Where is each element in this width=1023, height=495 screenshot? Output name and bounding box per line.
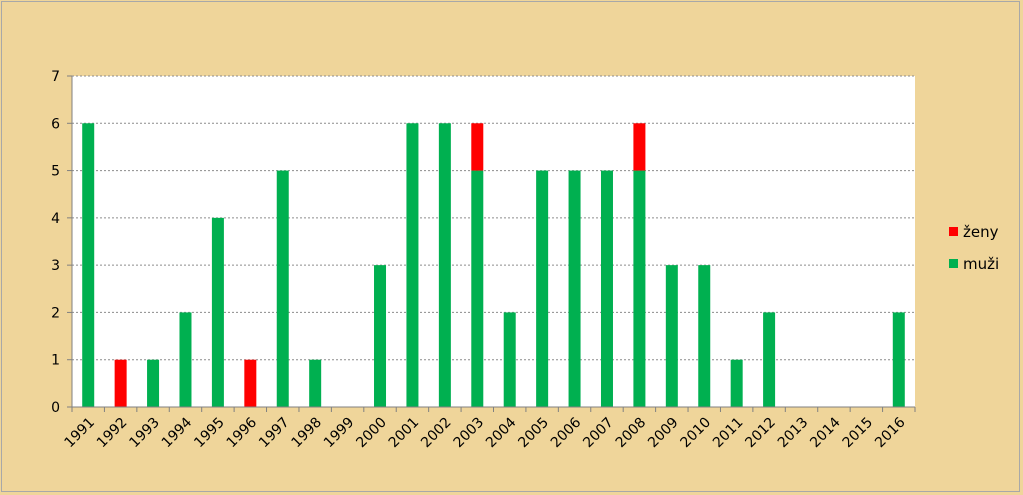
bars — [82, 123, 905, 408]
bar-2008-muzi — [633, 170, 646, 407]
y-tick-label: 6 — [51, 116, 60, 132]
x-tick-label: 2000 — [353, 415, 390, 452]
x-tick-label: 1997 — [256, 415, 293, 452]
x-tick-label: 1994 — [159, 414, 196, 451]
y-tick-label: 3 — [51, 258, 60, 274]
x-tick-label: 2016 — [872, 414, 909, 451]
x-tick-label: 2006 — [548, 414, 585, 451]
bar-1996-zeny — [244, 359, 257, 407]
bar-2004-muzi — [503, 312, 516, 407]
bar-2001-muzi — [406, 123, 419, 408]
x-tick-label: 2010 — [678, 415, 715, 452]
bar-1998-muzi — [309, 359, 322, 407]
x-tick-label: 1991 — [62, 415, 99, 452]
x-tick-label: 2012 — [742, 415, 779, 452]
bar-1991-muzi — [82, 123, 95, 408]
x-tick-label: 1995 — [191, 415, 228, 452]
x-tick-label: 2008 — [613, 415, 650, 452]
bar-1994-muzi — [179, 312, 192, 407]
bar-2003-zeny — [471, 123, 484, 171]
y-tick-label: 5 — [51, 164, 60, 180]
x-tick-label: 2003 — [451, 415, 488, 452]
x-tick-label: 2013 — [775, 415, 812, 452]
bar-2006-muzi — [568, 170, 581, 407]
bar-2008-zeny — [633, 123, 646, 171]
x-tick-label: 1993 — [126, 415, 163, 452]
bar-2016-muzi — [892, 312, 905, 407]
plot-area — [72, 76, 915, 407]
bar-2007-muzi — [600, 170, 613, 407]
legend-swatch-zeny — [949, 227, 958, 236]
x-tick-label: 2015 — [840, 415, 877, 452]
bar-2012-muzi — [763, 312, 776, 407]
x-tick-label: 2011 — [710, 415, 747, 452]
x-tick-label: 2004 — [483, 414, 520, 451]
bar-2010-muzi — [698, 265, 711, 407]
bar-1992-zeny — [114, 359, 127, 407]
x-tick-labels: 1991199219931994199519961997199819992000… — [62, 414, 909, 451]
y-tick-label: 7 — [51, 69, 60, 85]
x-tick-label: 2009 — [645, 415, 682, 452]
bar-2005-muzi — [536, 170, 549, 407]
x-tick-label: 2005 — [515, 415, 552, 452]
x-tick-label: 2007 — [580, 415, 617, 452]
y-tick-label: 1 — [51, 353, 60, 369]
bar-1995-muzi — [211, 217, 224, 407]
legend-swatch-muzi — [949, 259, 958, 268]
x-tick-label: 2014 — [807, 414, 844, 451]
x-tick-label: 1996 — [224, 414, 261, 451]
bar-2003-muzi — [471, 170, 484, 407]
y-tick-label: 0 — [51, 400, 60, 416]
bar-1993-muzi — [147, 359, 160, 407]
y-tick-labels: 0 1 2 3 4 5 6 7 — [51, 69, 60, 416]
bar-2002-muzi — [438, 123, 451, 408]
axes — [67, 75, 916, 412]
x-tick-label: 2002 — [418, 415, 455, 452]
x-tick-label: 1992 — [94, 415, 131, 452]
x-tick-label: 2001 — [386, 415, 423, 452]
x-tick-label: 1998 — [288, 415, 325, 452]
legend: ženy muži — [949, 223, 999, 273]
y-tick-label: 2 — [51, 305, 60, 321]
bar-2011-muzi — [730, 359, 743, 407]
bar-2009-muzi — [665, 265, 678, 407]
bar-2000-muzi — [374, 265, 387, 407]
x-tick-label: 1999 — [321, 415, 358, 452]
legend-label-muzi: muži — [963, 255, 999, 273]
legend-label-zeny: ženy — [963, 223, 999, 241]
y-tick-label: 4 — [51, 211, 60, 227]
bar-1997-muzi — [276, 170, 289, 407]
